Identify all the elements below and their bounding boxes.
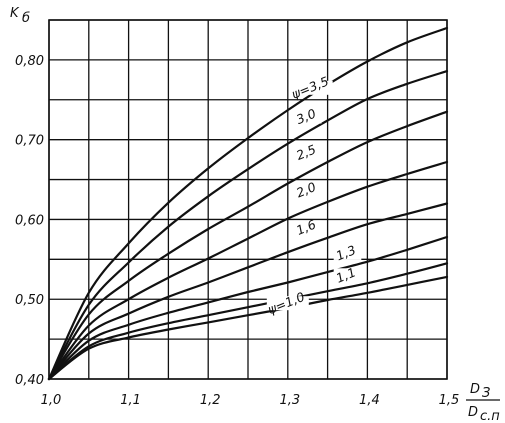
curve-series (47, 110, 449, 381)
x-tick-label: 1,0 (41, 393, 62, 408)
y-tick-label: 0,80 (15, 54, 44, 69)
curve-series (47, 26, 449, 381)
curve-label-background (293, 220, 322, 235)
x-tick-label: 1,5 (439, 393, 460, 408)
curve-label-background (293, 182, 322, 197)
curve-label-background (290, 80, 333, 95)
curve-label: 2,0 (294, 179, 318, 200)
x-tick-label: 1,2 (200, 393, 221, 408)
y-axis-label-sub: б (22, 11, 30, 26)
curves (47, 26, 449, 381)
curve-label-background (333, 268, 362, 283)
curve-label: ψ=1,0 (265, 289, 306, 317)
x-axis-label-den-sub: с.п (480, 409, 500, 423)
x-tick-label: 1,1 (120, 393, 141, 408)
curve-label: 3,0 (294, 106, 318, 127)
curve-series (47, 235, 449, 381)
y-tick-label: 0,50 (15, 293, 44, 308)
curve-series (47, 70, 449, 381)
grid (48, 19, 448, 380)
x-tick-label: 1,4 (359, 393, 380, 408)
x-axis-label-den-main: D (468, 405, 478, 420)
x-tick-labels: 1,0 1,1 1,2 1,3 1,4 1,5 (41, 393, 460, 408)
curve-series (47, 275, 449, 381)
y-tick-labels: 0,40 0,50 0,60 0,70 0,80 (15, 54, 44, 388)
y-axis-label: K б (10, 6, 30, 26)
plot-frame (48, 19, 448, 380)
y-axis-label-main: K (10, 6, 20, 21)
curve-label-background (333, 245, 362, 260)
curve-label-background (293, 145, 322, 160)
curve-label: ψ=3,5 (289, 73, 330, 101)
x-tick-label: 1,3 (279, 393, 300, 408)
curve-labels: ψ=1,0 1,11,3 1,6 2,0 2,5 3,0 ψ=3,5 (265, 73, 362, 317)
curve-label: 1,6 (294, 217, 318, 238)
x-axis-label-num-sub: З (482, 386, 490, 401)
y-tick-label: 0,70 (15, 134, 44, 149)
curve-series (47, 202, 449, 381)
curve-label: 1,3 (334, 242, 358, 263)
curve-series (47, 160, 449, 381)
curve-label-background (293, 109, 322, 124)
x-axis-label: D З D с.п (466, 382, 500, 423)
y-tick-label: 0,60 (15, 213, 44, 228)
curve-label: 2,5 (294, 142, 318, 163)
curve-series (47, 262, 449, 381)
curve-label-background (266, 296, 309, 311)
curve-label: 1,1 (334, 264, 358, 285)
x-axis-label-num-main: D (470, 382, 480, 397)
y-tick-label: 0,40 (15, 373, 44, 388)
